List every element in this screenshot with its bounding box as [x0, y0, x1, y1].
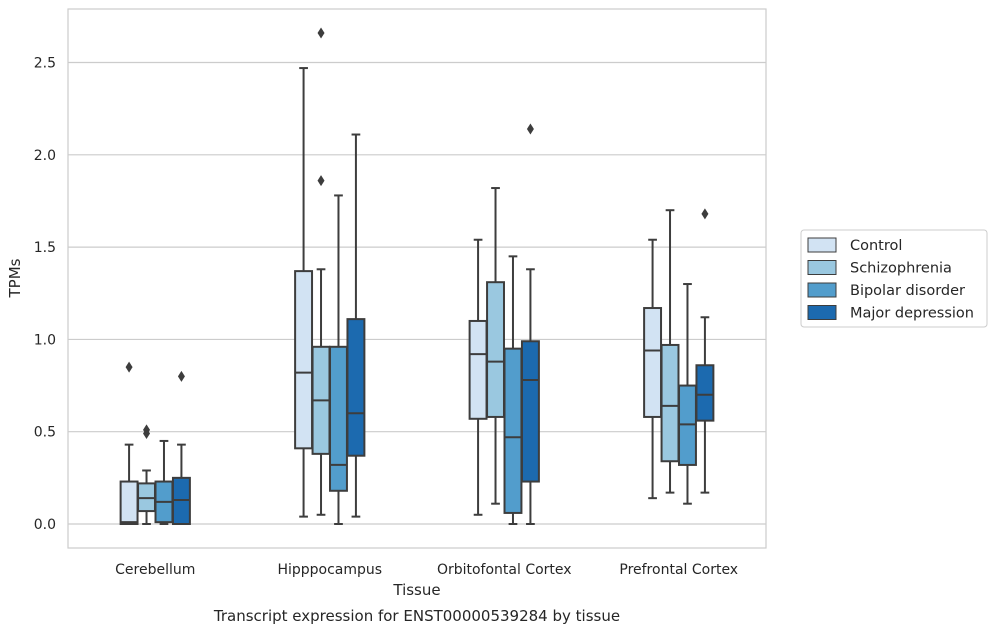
outlier-point	[125, 361, 133, 373]
box	[329, 194, 348, 526]
x-axis-title: Tissue	[392, 581, 440, 599]
series-major-depression	[171, 123, 715, 526]
grid-lines	[68, 61, 766, 525]
x-tick-label: Prefrontal Cortex	[619, 562, 738, 578]
legend: Control Schizophrenia Bipolar disorder Majo…	[800, 229, 988, 328]
box-body	[294, 270, 314, 450]
box-body	[329, 345, 348, 492]
box	[171, 370, 191, 526]
legend-swatch	[807, 282, 837, 298]
series-schizophrenia	[137, 27, 680, 526]
legend-label: Control	[850, 238, 902, 254]
legend-swatch	[807, 305, 837, 320]
y-tick-label: 1.0	[34, 332, 56, 348]
legend-label: Major depression	[850, 306, 974, 322]
box	[678, 283, 697, 505]
box-body	[520, 340, 540, 483]
legend-swatch	[807, 260, 837, 275]
x-tick-label: Orbitofontal Cortex	[437, 562, 572, 578]
box	[503, 255, 523, 526]
outlier-point	[177, 370, 185, 382]
box	[660, 209, 680, 494]
outlier-point	[317, 27, 325, 39]
legend-frame	[800, 229, 988, 328]
box	[346, 133, 366, 518]
plot-area	[67, 8, 767, 549]
box	[520, 123, 540, 526]
box-body	[695, 364, 715, 422]
box-body	[468, 319, 488, 420]
box	[643, 238, 663, 500]
legend-label: Schizophrenia	[850, 261, 952, 277]
x-tick-label: Cerebellum	[115, 562, 195, 578]
x-tick-labels: Cerebellum Hipppocampus Orbitofontal Corte…	[115, 562, 738, 578]
y-tick-label: 0.5	[34, 425, 56, 441]
box-series	[119, 27, 715, 526]
legend-swatch	[807, 237, 837, 253]
outlier-point	[701, 208, 709, 220]
outlier-point	[317, 175, 325, 187]
box-body	[346, 318, 366, 457]
chart-caption: Transcript expression for ENST0000053928…	[213, 607, 620, 625]
box-body	[660, 343, 680, 463]
y-axis-title: TPMs	[6, 258, 24, 298]
outlier-point	[143, 424, 151, 436]
box	[486, 187, 505, 505]
box-body	[643, 307, 663, 418]
y-tick-label: 1.5	[34, 240, 56, 256]
box-body	[486, 281, 505, 418]
box-body	[119, 480, 139, 526]
y-tick-label: 2.5	[34, 56, 56, 72]
outlier-point	[526, 123, 534, 135]
y-tick-labels: 0.0 0.5 1.0 1.5 2.0 2.5	[34, 56, 56, 533]
y-tick-label: 2.0	[34, 148, 56, 164]
legend-label: Bipolar disorder	[850, 283, 965, 299]
box	[695, 208, 715, 494]
box	[294, 67, 314, 518]
x-tick-label: Hipppocampus	[277, 562, 382, 578]
y-tick-label: 0.0	[34, 517, 56, 533]
box-body	[503, 347, 523, 514]
